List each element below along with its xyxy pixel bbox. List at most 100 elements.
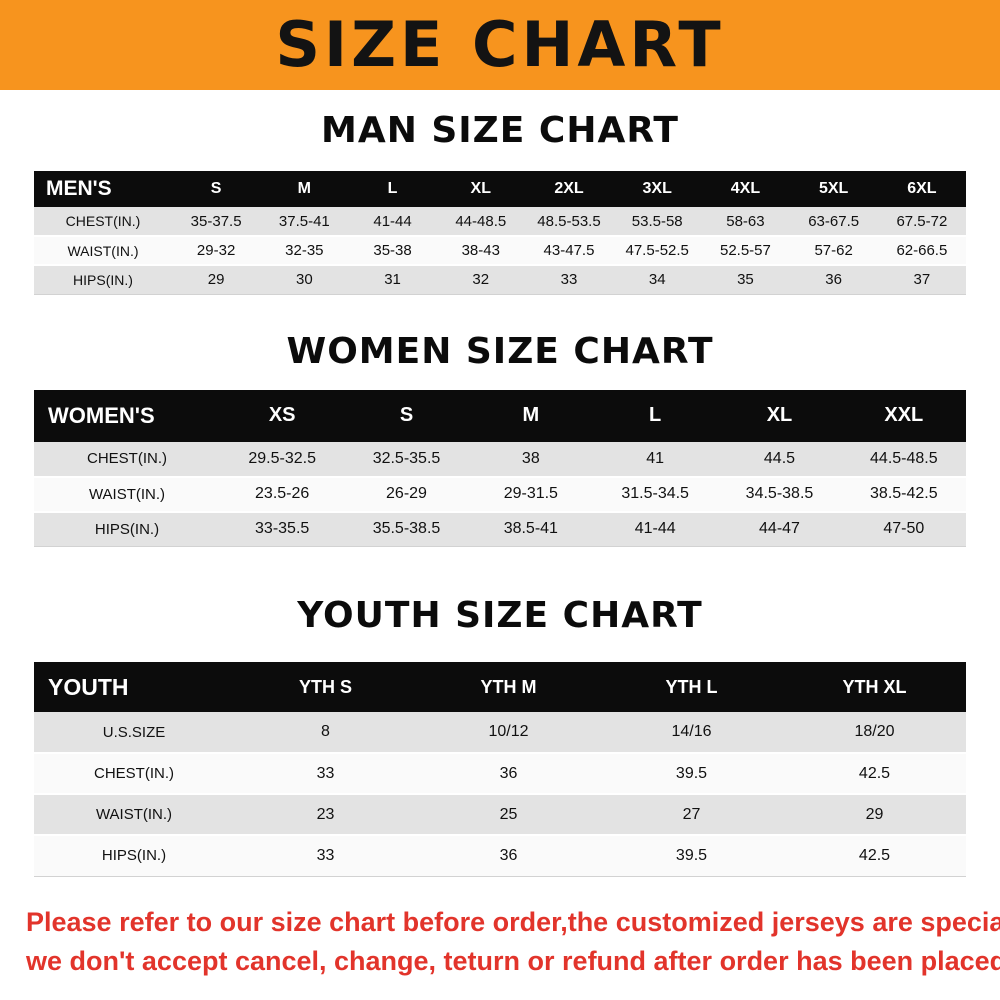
measurement-row: HIPS(IN.) 33 36 39.5 42.5: [34, 835, 966, 877]
size-column-header: S: [344, 389, 469, 442]
measurement-row: WAIST(IN.) 23 25 27 29: [34, 794, 966, 836]
measurement-label: CHEST(IN.): [34, 207, 172, 237]
size-value-cell: 37.5-41: [260, 207, 349, 237]
measurement-row: HIPS(IN.) 33-35.5 35.5-38.5 38.5-41 41-44 44-…: [34, 511, 966, 547]
size-value-cell: 33-35.5: [220, 511, 345, 547]
measurement-row: CHEST(IN.) 33 36 39.5 42.5: [34, 753, 966, 795]
size-value-cell: 39.5: [600, 835, 783, 877]
banner: SIZE CHART: [0, 0, 1000, 90]
size-value-cell: 62-66.5: [877, 236, 966, 266]
size-column-header: YTH XL: [783, 662, 966, 712]
size-column-header: 2XL: [524, 171, 614, 207]
size-column-header: 3XL: [613, 171, 702, 207]
size-value-cell: 33: [234, 835, 417, 877]
size-column-header: M: [260, 171, 349, 207]
table-header-row: MEN'S S M L XL 2XL 3XL 4XL 5XL 6XL: [34, 171, 966, 207]
size-value-cell: 35-37.5: [172, 207, 261, 237]
size-value-cell: 57-62: [789, 236, 878, 266]
men-size-table: MEN'S S M L XL 2XL 3XL 4XL 5XL 6XL CHEST(IN.) 35-37…: [34, 171, 966, 295]
measurement-row: WAIST(IN.) 23.5-26 26-29 29-31.5 31.5-34.5 34…: [34, 476, 966, 513]
size-value-cell: 44-48.5: [436, 207, 525, 237]
size-value-cell: 10/12: [417, 712, 600, 754]
women-size-section: WOMEN SIZE CHART WOMEN'S XS S M L XL XXL CHEST(…: [0, 330, 1000, 547]
size-column-header: 6XL: [877, 171, 966, 207]
size-value-cell: 27: [600, 794, 783, 836]
measurement-row: CHEST(IN.) 29.5-32.5 32.5-35.5 38 41 44.5 44.5…: [34, 441, 966, 478]
size-value-cell: 47-50: [841, 511, 966, 547]
size-value-cell: 8: [234, 712, 417, 754]
size-value-cell: 32-35: [260, 236, 349, 266]
size-value-cell: 63-67.5: [789, 207, 878, 237]
size-column-header: YTH S: [234, 662, 417, 712]
size-value-cell: 14/16: [600, 712, 783, 754]
measurement-label: HIPS(IN.): [34, 511, 220, 547]
size-value-cell: 36: [417, 835, 600, 877]
size-value-cell: 26-29: [344, 476, 469, 513]
size-value-cell: 38-43: [436, 236, 525, 266]
size-value-cell: 33: [524, 265, 614, 295]
size-value-cell: 52.5-57: [701, 236, 790, 266]
size-value-cell: 29-32: [172, 236, 261, 266]
measurement-row: U.S.SIZE 8 10/12 14/16 18/20: [34, 712, 966, 754]
size-value-cell: 43-47.5: [524, 236, 614, 266]
notice-line-1: Please refer to our size chart before or…: [26, 906, 1000, 937]
size-value-cell: 30: [260, 265, 349, 295]
size-value-cell: 32: [436, 265, 525, 295]
size-value-cell: 67.5-72: [877, 207, 966, 237]
women-size-table: WOMEN'S XS S M L XL XXL CHEST(IN.) 29.5-32.5 32.5…: [34, 389, 966, 547]
size-value-cell: 35: [701, 265, 790, 295]
banner-title: SIZE CHART: [275, 8, 725, 81]
size-column-header: XS: [220, 389, 345, 442]
size-column-header: 5XL: [789, 171, 878, 207]
size-value-cell: 29: [172, 265, 261, 295]
measurement-label: WAIST(IN.): [34, 236, 172, 266]
size-value-cell: 29: [783, 794, 966, 836]
size-value-cell: 38: [468, 441, 593, 478]
size-value-cell: 41-44: [348, 207, 437, 237]
size-value-cell: 42.5: [783, 753, 966, 795]
size-value-cell: 36: [789, 265, 878, 295]
measurement-label: CHEST(IN.): [34, 441, 220, 478]
size-value-cell: 34: [613, 265, 702, 295]
size-value-cell: 44.5-48.5: [841, 441, 966, 478]
size-column-header: M: [468, 389, 593, 442]
size-column-header: S: [172, 171, 261, 207]
size-value-cell: 58-63: [701, 207, 790, 237]
footer-notice: Please refer to our size chart before or…: [0, 903, 1000, 981]
youth-size-section: YOUTH SIZE CHART YOUTH YTH S YTH M YTH L YTH…: [0, 595, 1000, 877]
table-title-cell: WOMEN'S: [34, 389, 220, 442]
measurement-row: HIPS(IN.) 29 30 31 32 33 34 35 36 37: [34, 265, 966, 295]
size-value-cell: 48.5-53.5: [524, 207, 614, 237]
men-section-heading: MAN SIZE CHART: [321, 110, 679, 151]
measurement-row: WAIST(IN.) 29-32 32-35 35-38 38-43 43-47.5 47.…: [34, 236, 966, 266]
size-value-cell: 18/20: [783, 712, 966, 754]
measurement-row: CHEST(IN.) 35-37.5 37.5-41 41-44 44-48.5 48.5…: [34, 207, 966, 237]
size-value-cell: 38.5-41: [468, 511, 593, 547]
size-value-cell: 29.5-32.5: [220, 441, 345, 478]
size-column-header: XL: [436, 171, 525, 207]
women-section-heading: WOMEN SIZE CHART: [286, 330, 714, 372]
notice-line-2: we don't accept cancel, change, teturn o…: [26, 945, 1000, 976]
men-size-section: MAN SIZE CHART MEN'S S M L XL 2XL 3XL 4XL 5XL 6XL…: [0, 110, 1000, 295]
size-column-header: XXL: [841, 389, 966, 442]
size-value-cell: 29-31.5: [468, 476, 593, 513]
size-column-header: 4XL: [701, 171, 790, 207]
size-value-cell: 38.5-42.5: [841, 476, 966, 513]
size-value-cell: 35.5-38.5: [344, 511, 469, 547]
size-value-cell: 44-47: [717, 511, 842, 547]
measurement-label: WAIST(IN.): [34, 476, 220, 513]
table-title-cell: MEN'S: [34, 171, 172, 207]
measurement-label: WAIST(IN.): [34, 794, 234, 836]
size-column-header: YTH L: [600, 662, 783, 712]
size-value-cell: 47.5-52.5: [613, 236, 702, 266]
size-value-cell: 23: [234, 794, 417, 836]
size-value-cell: 36: [417, 753, 600, 795]
size-value-cell: 41-44: [592, 511, 718, 547]
table-header-row: YOUTH YTH S YTH M YTH L YTH XL: [34, 662, 966, 712]
size-column-header: L: [592, 389, 718, 442]
size-value-cell: 31.5-34.5: [592, 476, 718, 513]
table-title-cell: YOUTH: [34, 662, 234, 712]
table-header-row: WOMEN'S XS S M L XL XXL: [34, 389, 966, 442]
size-value-cell: 53.5-58: [613, 207, 702, 237]
